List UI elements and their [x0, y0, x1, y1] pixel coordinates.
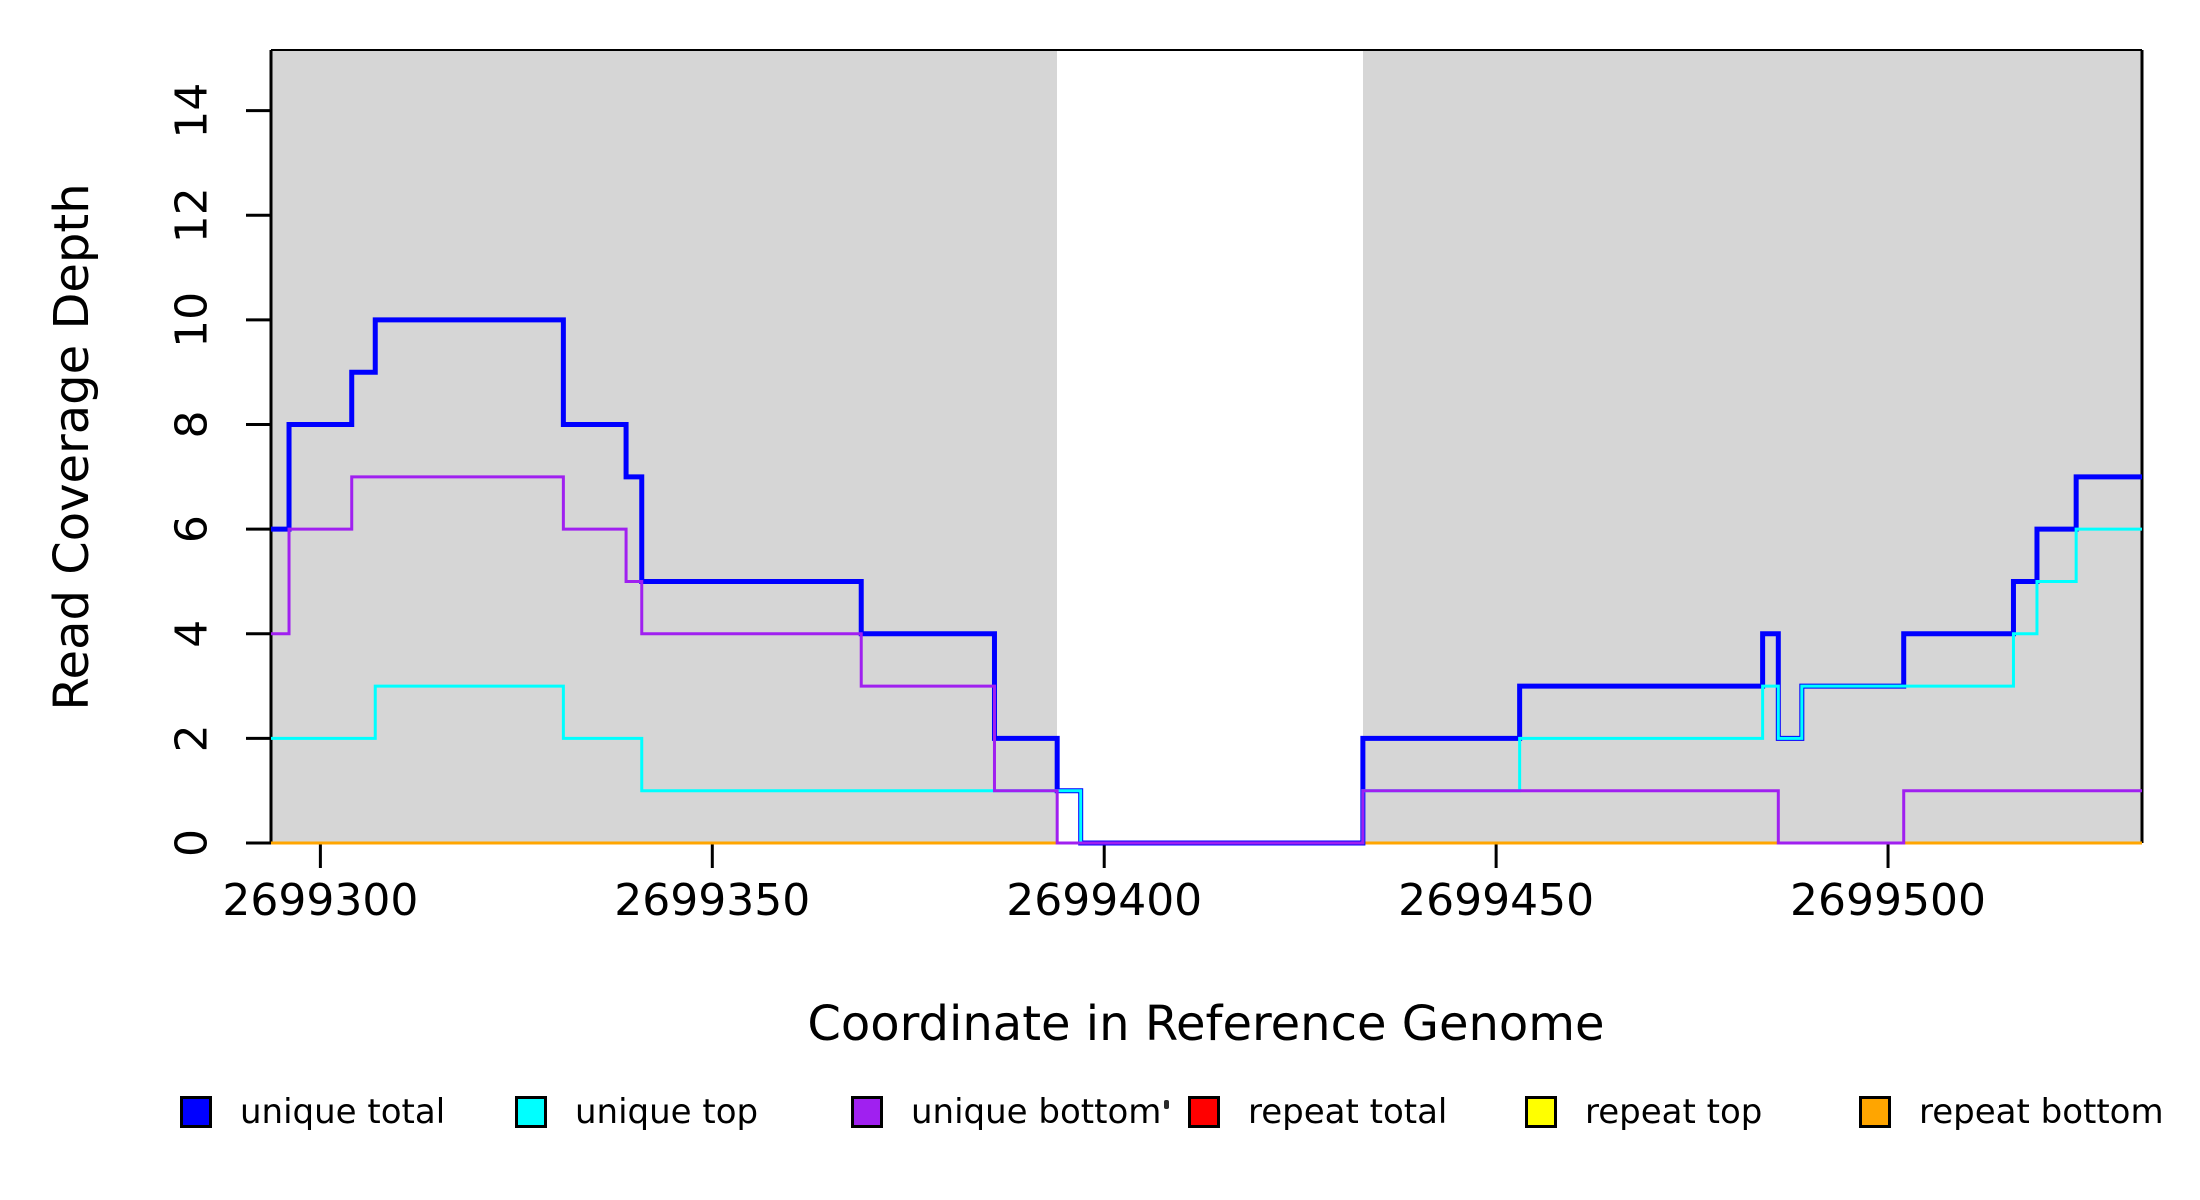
- series-line-unique-top: [271, 527, 2142, 845]
- legend-label-unique-bottom: unique bottom: [911, 1092, 1162, 1132]
- legend: unique total unique top unique bottom repea…: [0, 1092, 2200, 1132]
- y-tick-label-6: 6: [167, 515, 218, 543]
- y-tick-label-12: 12: [167, 187, 218, 243]
- legend-label-repeat-bottom: repeat bottom: [1919, 1092, 2164, 1132]
- legend-swatch-unique-total: [180, 1096, 212, 1128]
- shaded-region-0: [271, 50, 1058, 843]
- legend-swatch-repeat-top: [1525, 1096, 1557, 1128]
- legend-swatch-unique-top: [515, 1096, 547, 1128]
- y-tick-label-14: 14: [167, 83, 218, 139]
- x-axis-title: Coordinate in Reference Genome: [807, 996, 1605, 1052]
- legend-label-repeat-total: repeat total: [1248, 1092, 1448, 1132]
- legend-swatch-repeat-total: [1188, 1096, 1220, 1128]
- legend-item-repeat-total: repeat total: [1188, 1092, 1448, 1132]
- x-tick-label-2699300: 2699300: [222, 875, 418, 926]
- y-tick-label-2: 2: [167, 724, 218, 752]
- legend-label-repeat-top: repeat top: [1585, 1092, 1763, 1132]
- legend-item-repeat-bottom: repeat bottom: [1859, 1092, 2164, 1132]
- y-tick-label-10: 10: [167, 292, 218, 348]
- legend-item-unique-total: unique total: [180, 1092, 446, 1132]
- x-tick-label-2699500: 2699500: [1790, 875, 1986, 926]
- legend-label-unique-total: unique total: [240, 1092, 446, 1132]
- legend-item-unique-bottom: unique bottom: [851, 1092, 1162, 1132]
- y-axis-title: Read Coverage Depth: [44, 183, 100, 711]
- shaded-region-1: [1362, 50, 2142, 843]
- legend-item-repeat-top: repeat top: [1525, 1092, 1763, 1132]
- legend-item-unique-top: unique top: [515, 1092, 759, 1132]
- x-tick-label-2699450: 2699450: [1398, 875, 1594, 926]
- legend-label-unique-top: unique top: [575, 1092, 759, 1132]
- x-tick-label-2699400: 2699400: [1006, 875, 1202, 926]
- stray-dot-artifact: [1164, 1100, 1169, 1109]
- y-tick-label-0: 0: [167, 829, 218, 857]
- legend-swatch-repeat-bottom: [1859, 1096, 1891, 1128]
- x-tick-label-2699350: 2699350: [614, 875, 810, 926]
- y-tick-label-8: 8: [167, 411, 218, 439]
- y-tick-label-4: 4: [167, 620, 218, 648]
- series-line-unique-bottom: [271, 475, 2142, 845]
- legend-swatch-unique-bottom: [851, 1096, 883, 1128]
